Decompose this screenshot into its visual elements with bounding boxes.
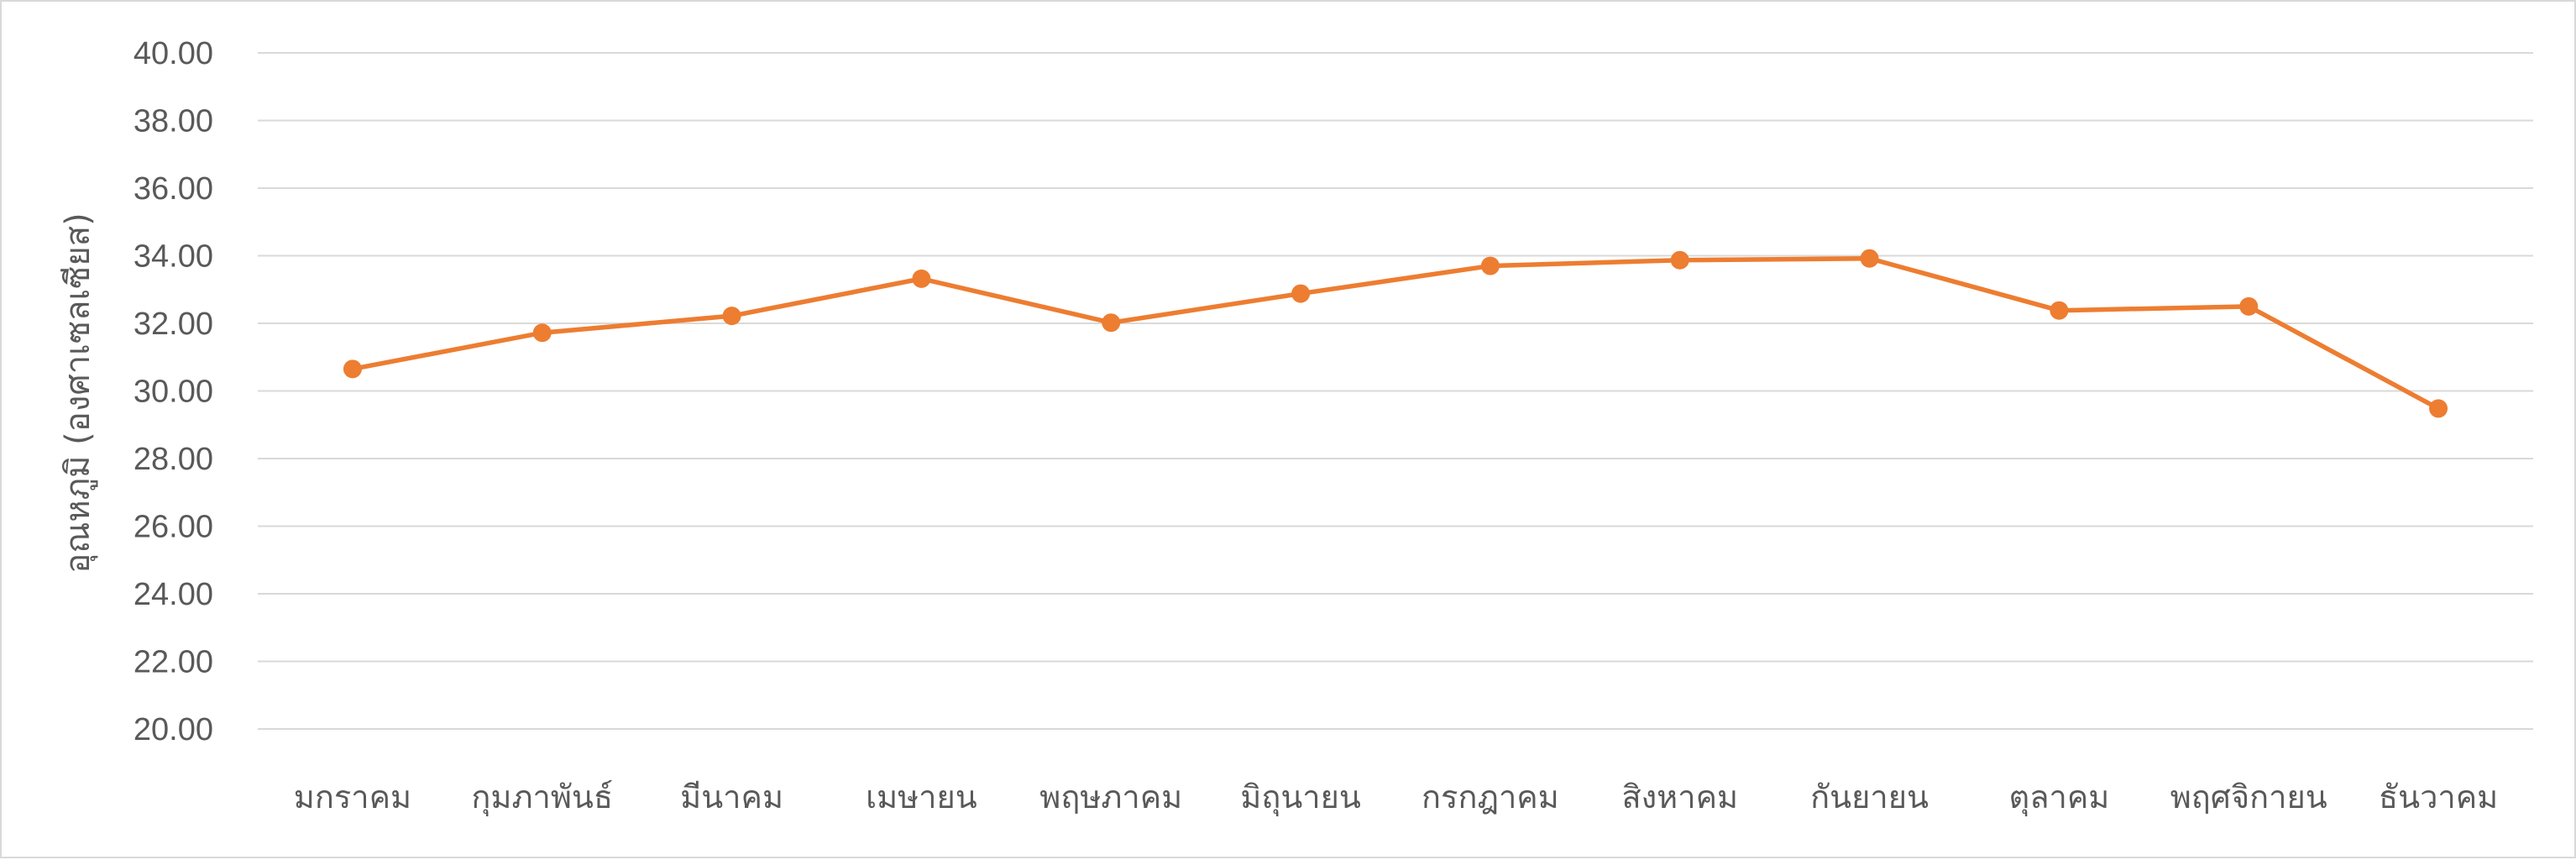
y-tick-label: 38.00 (134, 104, 213, 139)
x-category-label: มีนาคม (680, 779, 783, 815)
x-category-label: กรกฎาคม (1422, 779, 1559, 815)
y-axis-title: อุณหภูมิ (องศาเซลเซียส) (59, 212, 98, 574)
data-point (1291, 284, 1311, 303)
series-layer (343, 249, 2448, 418)
data-point (2429, 399, 2448, 418)
data-point (2050, 301, 2069, 320)
y-tick-label: 36.00 (134, 171, 213, 207)
y-tick-label: 28.00 (134, 442, 213, 477)
y-tick-label: 24.00 (134, 577, 213, 612)
y-tick-label: 20.00 (134, 712, 213, 747)
x-category-label: ตุลาคม (2009, 779, 2110, 816)
x-axis-category-labels: มกราคม กุมภาพันธ์ มีนาคม เมษายน พฤษภาคม มิถุน… (294, 779, 2498, 816)
y-tick-label: 40.00 (134, 36, 213, 71)
data-point (1102, 313, 1121, 333)
series-line (352, 255, 2440, 411)
x-category-label: กุมภาพันธ์ (471, 779, 613, 816)
x-category-label: สิงหาคม (1621, 779, 1738, 815)
data-point (1860, 249, 1879, 268)
y-tick-label: 32.00 (134, 307, 213, 342)
y-tick-label: 22.00 (134, 645, 213, 680)
data-point (532, 323, 552, 343)
data-point (2239, 296, 2259, 316)
data-point (1670, 250, 1689, 270)
x-category-label: เมษายน (866, 779, 977, 815)
x-category-label: พฤศจิกายน (2170, 779, 2327, 815)
data-point (912, 269, 931, 288)
data-point (343, 359, 362, 379)
data-point (722, 307, 741, 326)
x-category-label: มกราคม (294, 779, 411, 815)
x-category-label: พฤษภาคม (1039, 779, 1182, 815)
x-category-label: มิถุนายน (1240, 779, 1361, 816)
y-axis-tick-labels: 20.00 22.00 24.00 26.00 28.00 30.00 32.00 34.00… (134, 36, 213, 747)
x-category-label: กันยายน (1810, 779, 1929, 815)
y-tick-label: 26.00 (134, 510, 213, 545)
x-category-label: ธันวาคม (2379, 779, 2498, 815)
y-tick-label: 34.00 (134, 239, 213, 275)
gridlines (258, 52, 2533, 730)
y-tick-label: 30.00 (134, 375, 213, 410)
data-point (1480, 256, 1500, 275)
